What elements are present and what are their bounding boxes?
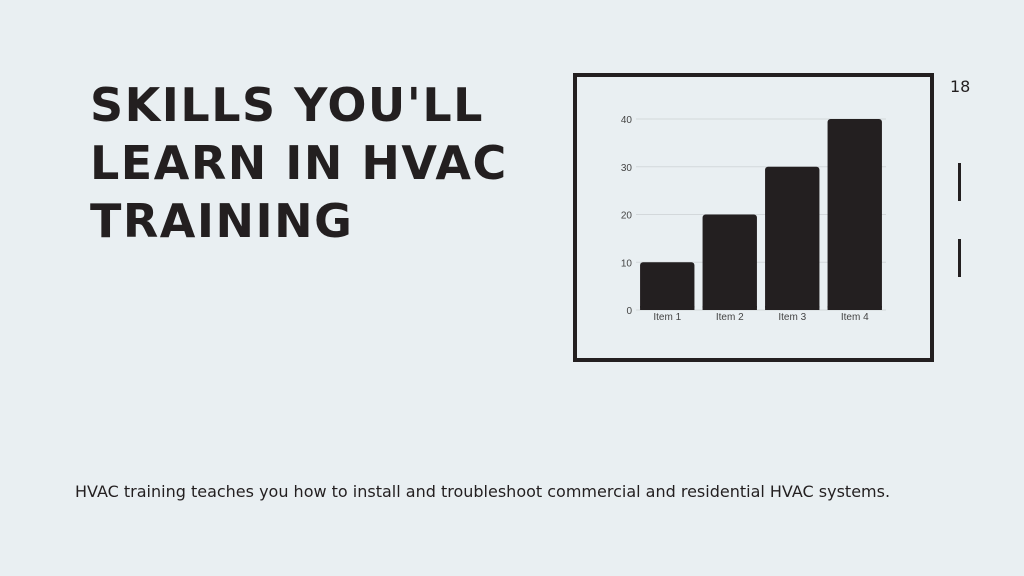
decorative-line bbox=[958, 239, 961, 277]
bar-base bbox=[640, 306, 695, 310]
bar-base bbox=[702, 306, 757, 310]
y-tick-label: 20 bbox=[621, 211, 633, 222]
x-tick-label: Item 3 bbox=[778, 312, 806, 323]
y-tick-label: 30 bbox=[621, 163, 633, 174]
page-number: 18 bbox=[950, 77, 971, 96]
decorative-line bbox=[958, 163, 961, 201]
x-tick-label: Item 1 bbox=[653, 312, 681, 323]
x-tick-label: Item 4 bbox=[841, 312, 869, 323]
bar bbox=[765, 166, 820, 310]
chart-frame bbox=[573, 73, 934, 362]
slide-body-text: HVAC training teaches you how to install… bbox=[75, 482, 891, 501]
y-tick-label: 0 bbox=[626, 306, 632, 317]
bar bbox=[640, 262, 695, 310]
bar-base bbox=[827, 306, 882, 310]
bar-base bbox=[765, 306, 820, 310]
bar bbox=[702, 214, 757, 310]
y-tick-label: 40 bbox=[621, 115, 633, 126]
y-tick-label: 10 bbox=[621, 258, 633, 269]
slide-title: SKILLS YOU'LL LEARN IN HVAC TRAINING bbox=[90, 78, 508, 248]
x-tick-label: Item 2 bbox=[716, 312, 744, 323]
bar bbox=[827, 119, 882, 310]
